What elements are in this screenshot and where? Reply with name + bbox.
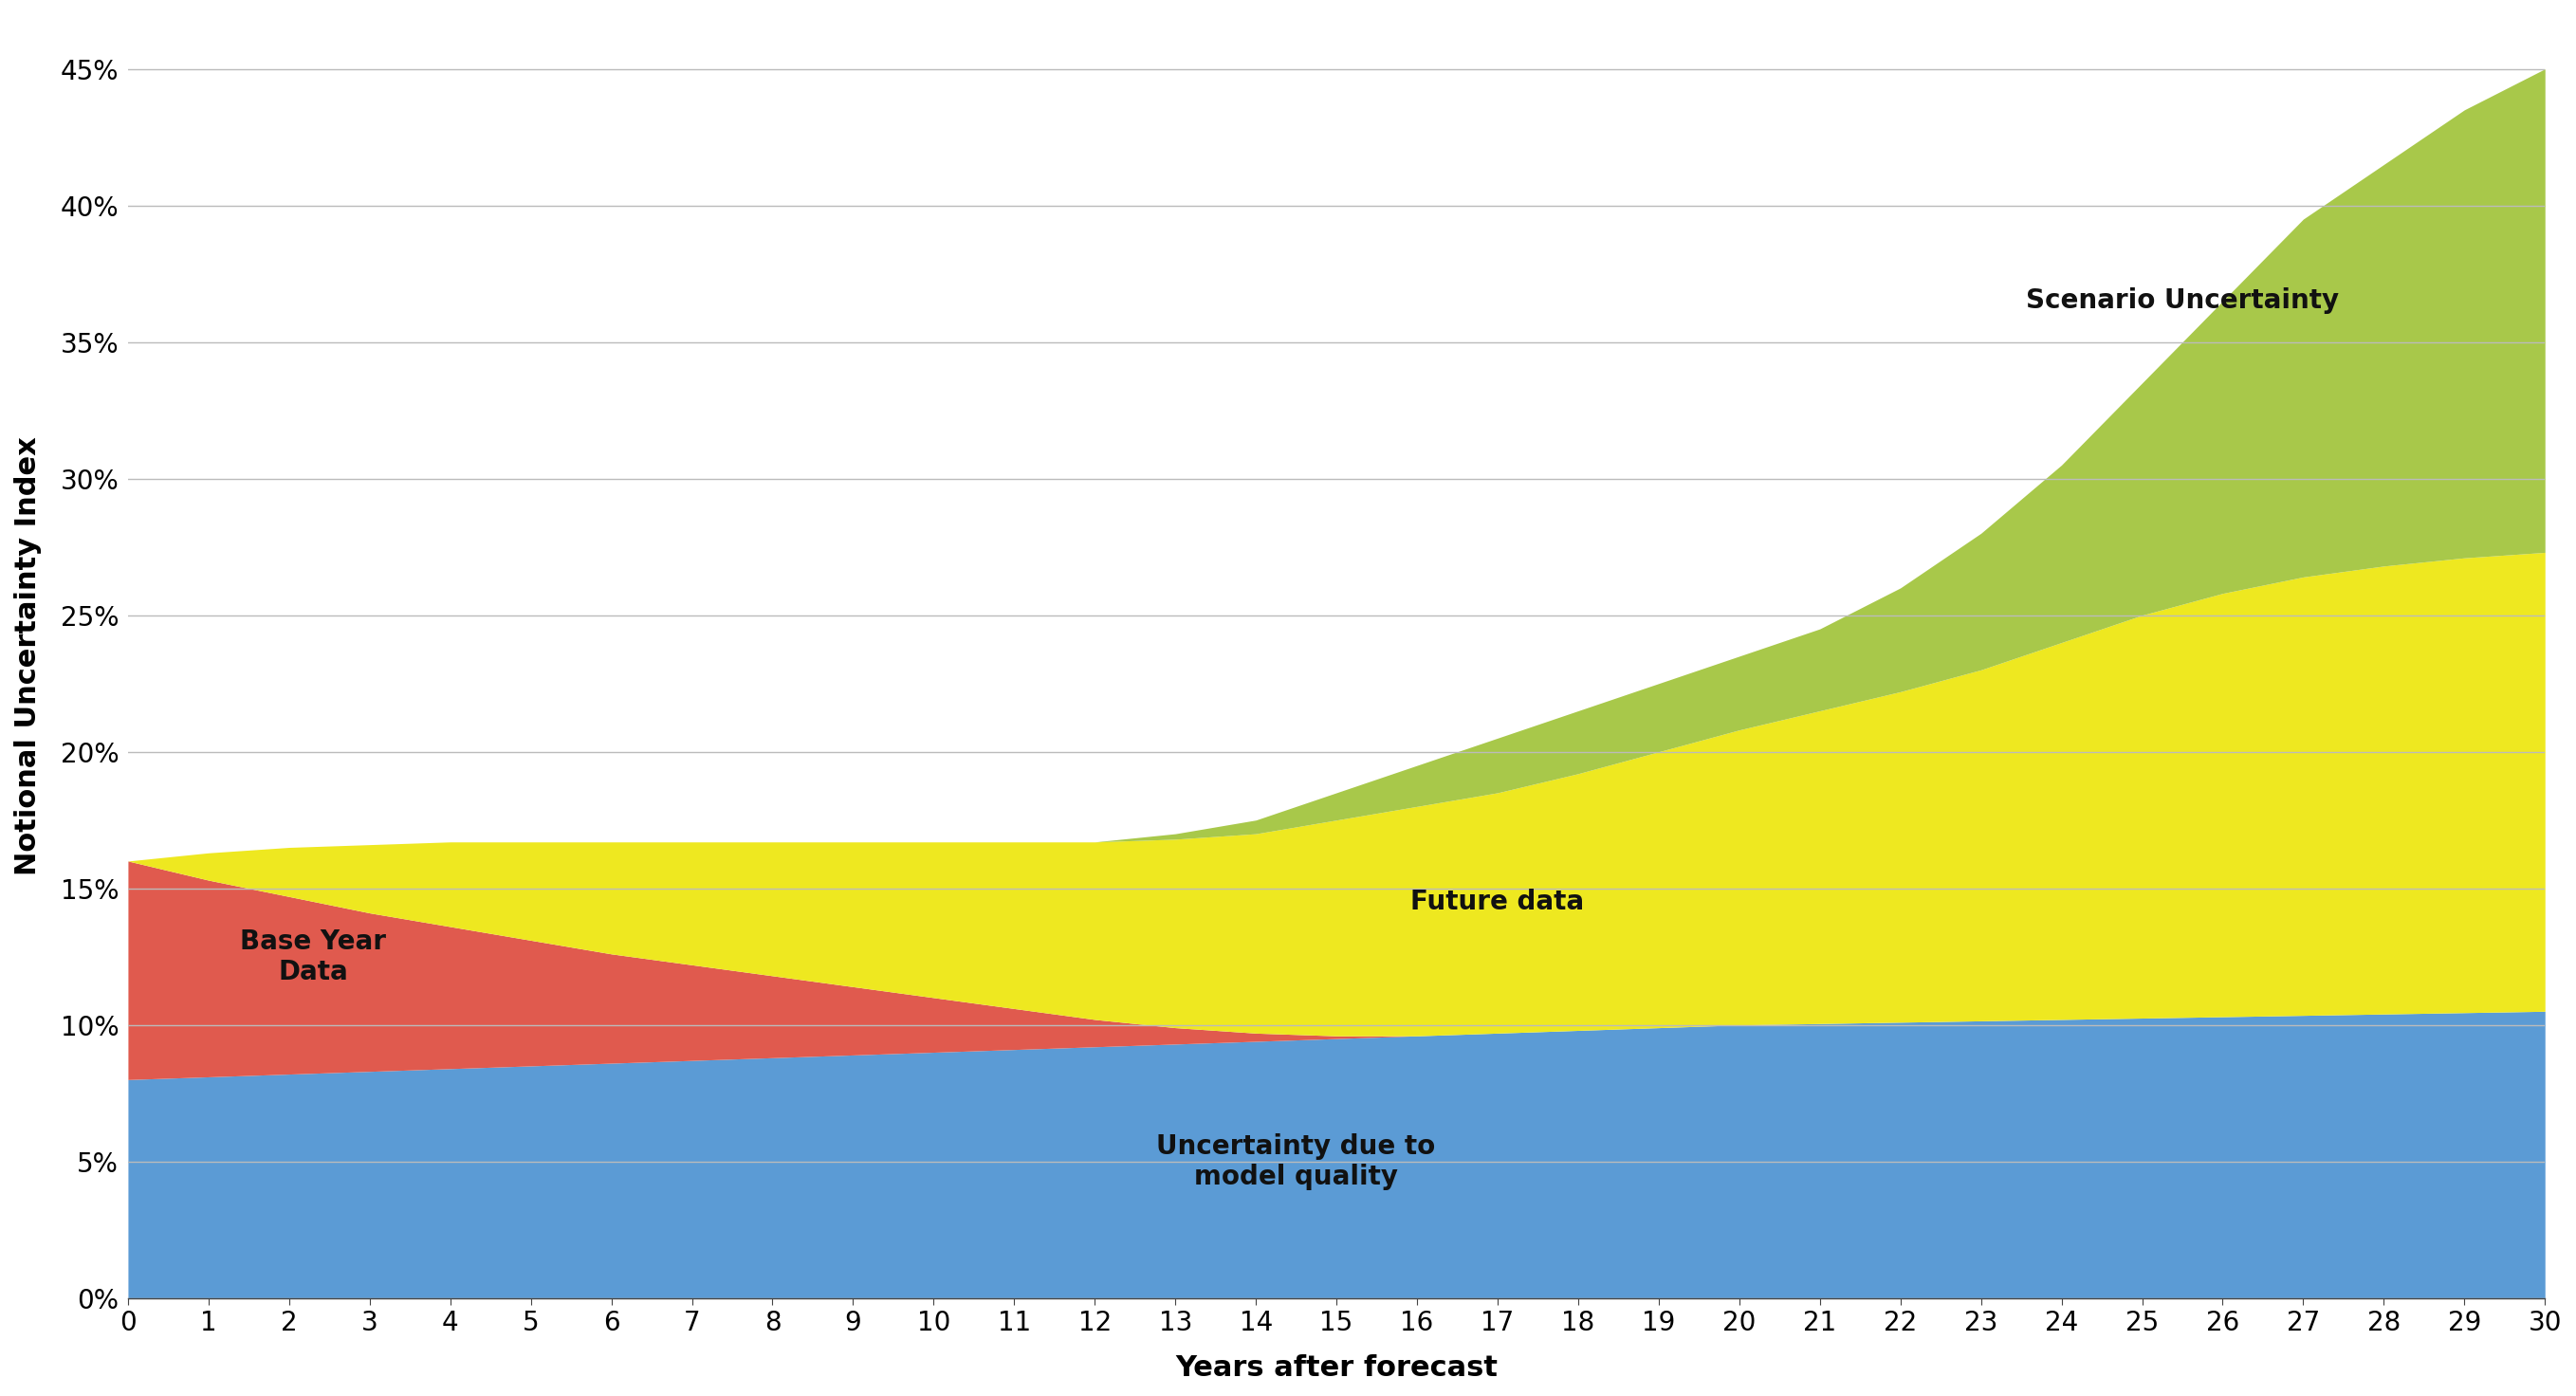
Y-axis label: Notional Uncertainty Index: Notional Uncertainty Index [15,437,41,875]
Text: Future data: Future data [1412,889,1584,916]
Text: Base Year
Data: Base Year Data [240,928,386,986]
X-axis label: Years after forecast: Years after forecast [1175,1354,1497,1382]
Text: Uncertainty due to
model quality: Uncertainty due to model quality [1157,1134,1435,1191]
Text: Scenario Uncertainty: Scenario Uncertainty [2025,288,2339,314]
